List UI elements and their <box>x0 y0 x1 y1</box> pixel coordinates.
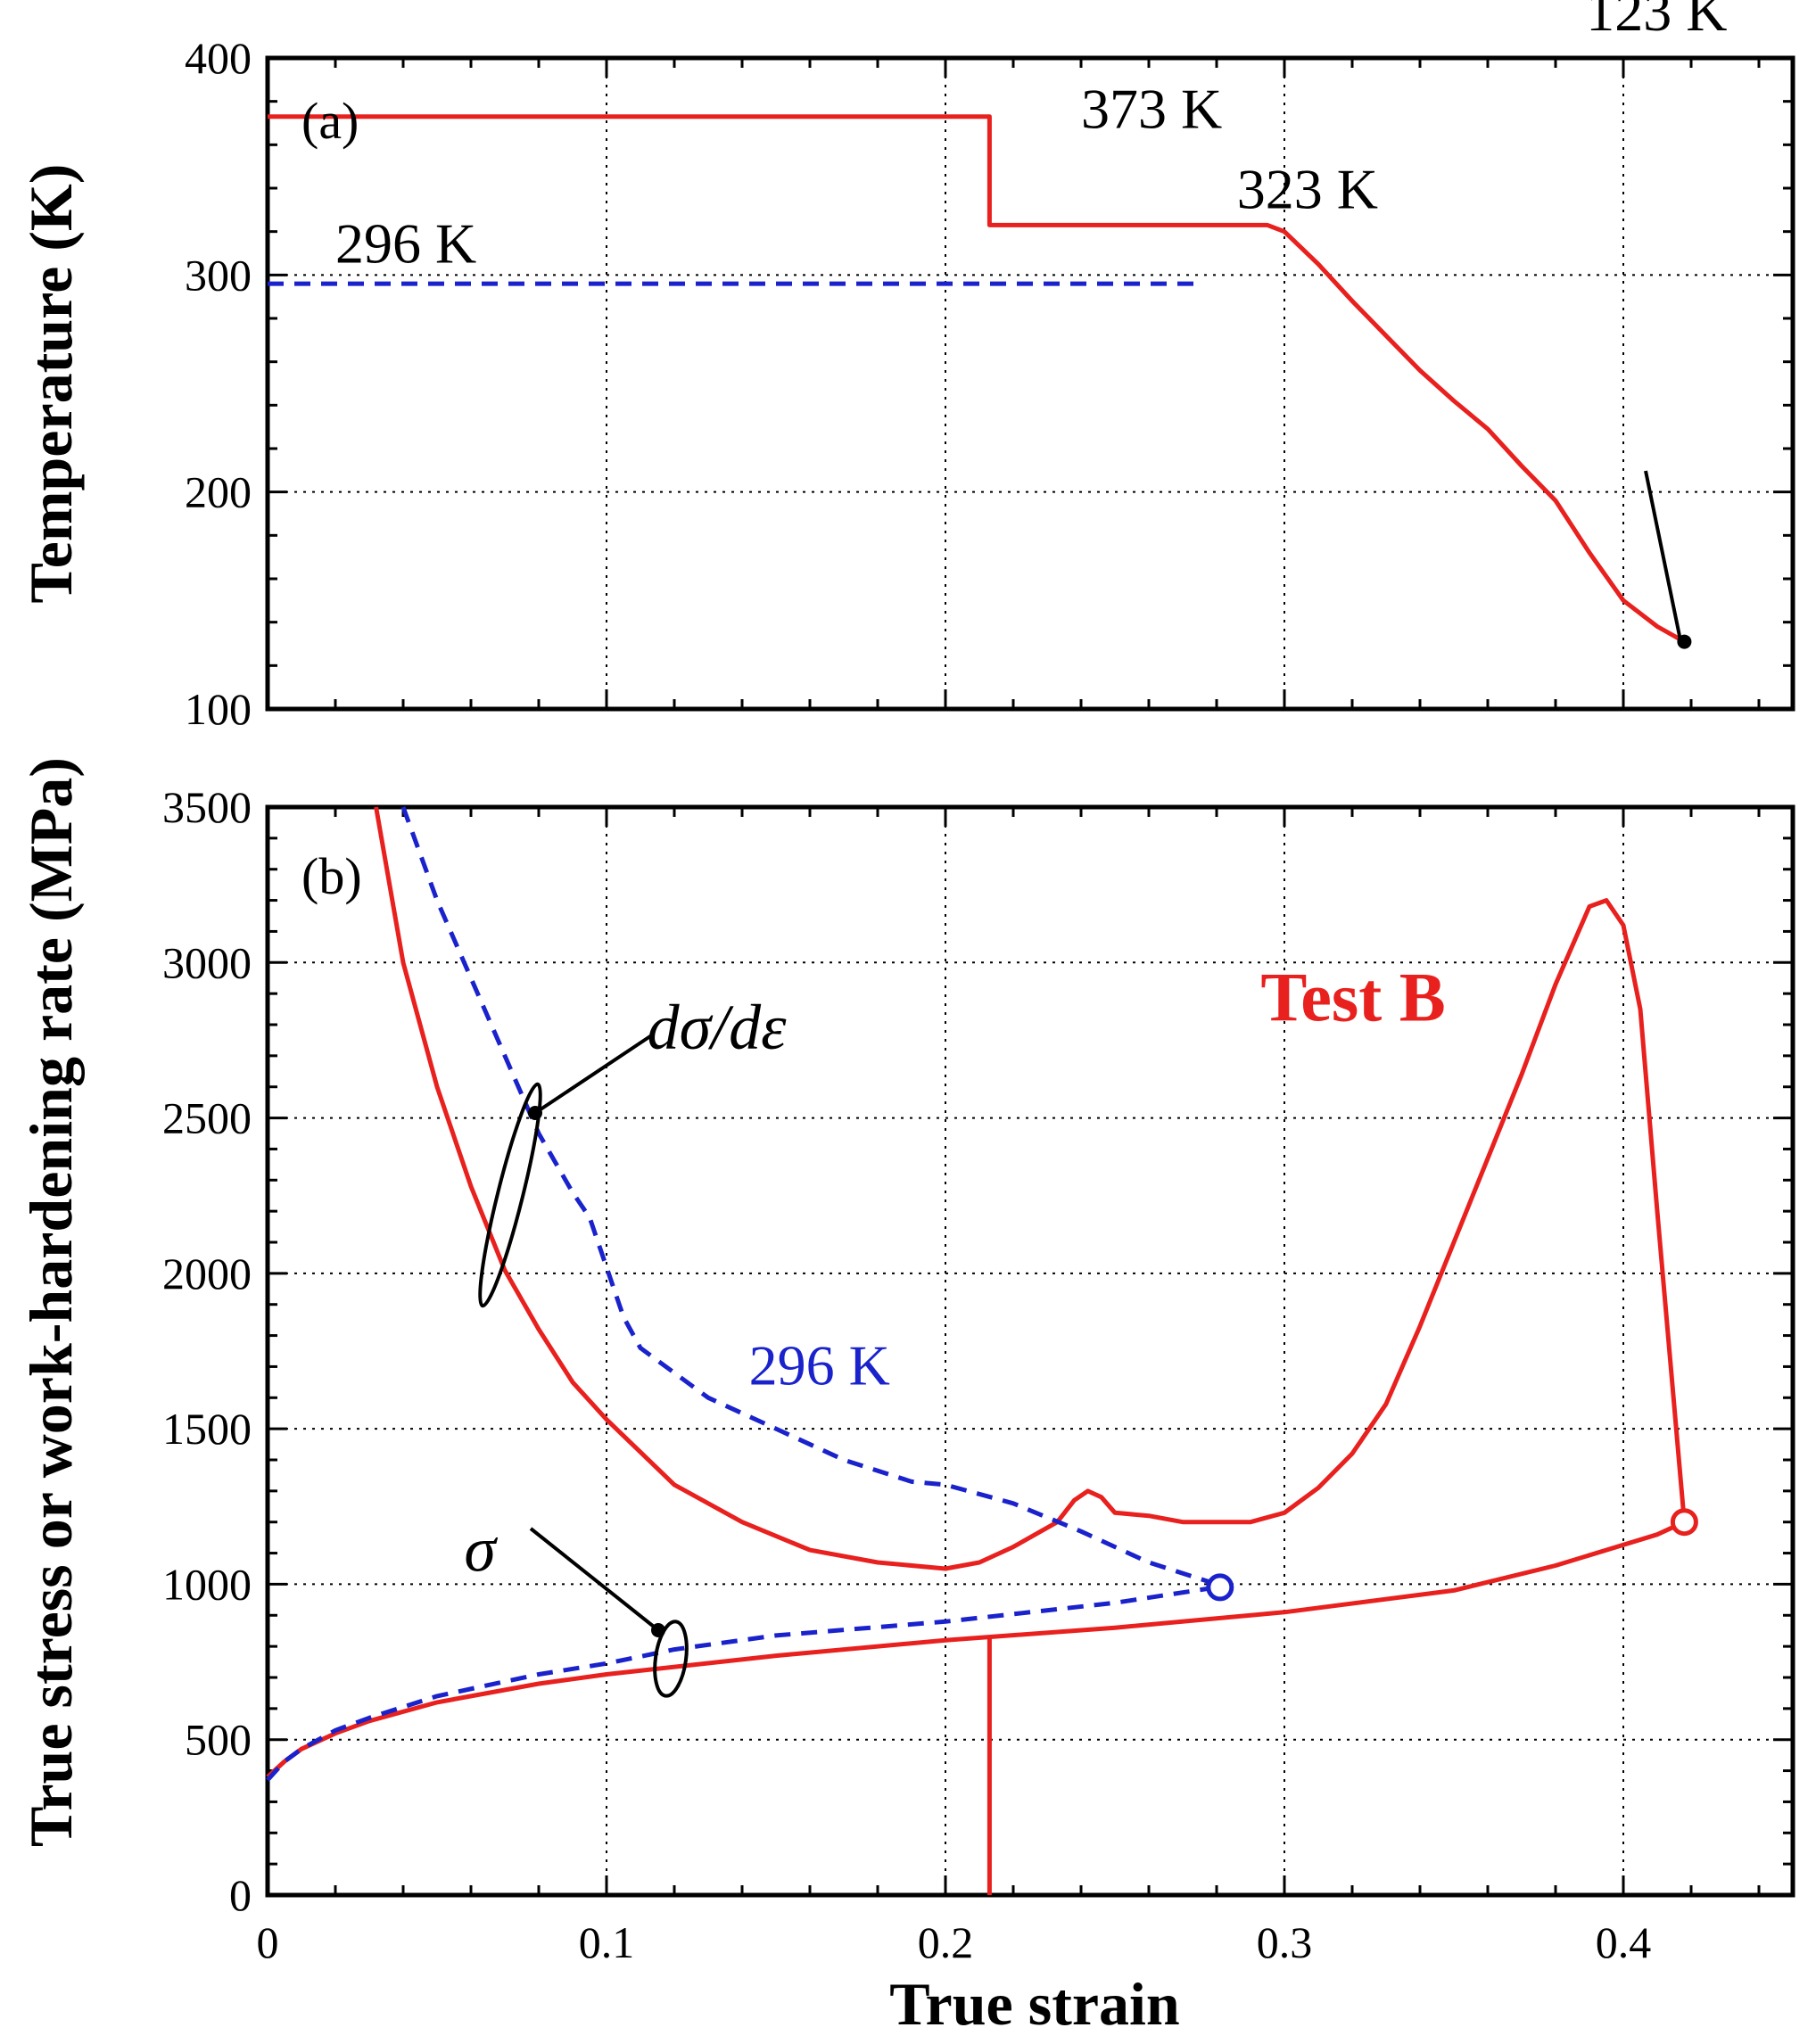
annotation-296-k: 296 K <box>749 1333 890 1397</box>
panel-b-annotations: dσ/dε σ 296 K Test B <box>464 959 1445 1586</box>
x-tick-label: 0.3 <box>1257 1917 1313 1967</box>
annotation-d-d: dσ/dε <box>648 992 788 1063</box>
panel-a-series <box>268 114 1692 649</box>
panel-b-x-tick-labels: 0 0.1 0.2 0.3 0.4 <box>257 1917 1652 1967</box>
leader-dsde-dot <box>528 1106 542 1120</box>
panel-b-leader-lines <box>478 1033 689 1698</box>
y-tick-label: 100 <box>185 684 252 734</box>
x-tick-label: 0.2 <box>918 1917 974 1967</box>
panel-b-y-axis-title: True stress or work-hardening rate (MPa) <box>17 757 85 1847</box>
y-tick-label: 500 <box>185 1715 252 1765</box>
panel-a-label: (a) <box>301 92 359 150</box>
panel-a-y-axis-title: Temperature (K) <box>17 164 85 604</box>
leader-sigma-dot <box>651 1623 665 1637</box>
panel-b-ticks <box>266 805 1793 1897</box>
annotation-373-k: 373 K <box>1081 77 1222 140</box>
y-tick-label: 200 <box>185 467 252 517</box>
panel-a-grid <box>268 58 1793 709</box>
series-test-b-d-d <box>374 806 1687 1571</box>
panel-a-frame <box>265 55 1795 712</box>
x-tick-label: 0 <box>257 1917 279 1967</box>
annotation-: σ <box>464 1514 498 1586</box>
dsde-bracket-ellipse <box>478 1082 542 1308</box>
panel-a-ticks <box>266 56 1793 711</box>
panel-a-y-tick-labels: 100 200 300 400 <box>185 33 252 734</box>
sigma-bracket-ellipse <box>653 1620 689 1698</box>
y-tick-label: 0 <box>229 1870 252 1920</box>
y-tick-label: 3500 <box>162 782 252 832</box>
panel-b-label: (b) <box>301 847 362 905</box>
annotation-296-k: 296 K <box>335 211 476 275</box>
series-test-b <box>268 114 1686 644</box>
series-296-k-d-d <box>400 806 1218 1587</box>
x-tick-label: 0.4 <box>1596 1917 1652 1967</box>
endpoint-marker <box>1206 1573 1234 1602</box>
leader-sigma <box>529 1527 660 1632</box>
x-tick-label: 0.1 <box>579 1917 635 1967</box>
y-tick-label: 2500 <box>162 1093 252 1143</box>
panel-b-grid <box>268 807 1793 1895</box>
y-tick-label: 2000 <box>162 1249 252 1298</box>
y-tick-label: 3000 <box>162 937 252 987</box>
y-tick-label: 1500 <box>162 1404 252 1454</box>
panel-b-frame <box>265 804 1795 1898</box>
y-tick-label: 1000 <box>162 1559 252 1609</box>
leader-dsde <box>533 1033 655 1115</box>
leader-123k <box>1644 470 1682 641</box>
endpoint-marker <box>1670 1508 1698 1537</box>
annotation-123-k: 123 K <box>1586 0 1727 43</box>
y-tick-label: 300 <box>185 250 252 300</box>
series-296-k <box>266 1585 1218 1782</box>
y-tick-label: 400 <box>185 33 252 83</box>
panel-b-series <box>266 806 1698 1895</box>
annotation-test-b: Test B <box>1260 959 1445 1036</box>
x-axis-title: True strain <box>889 1970 1180 2038</box>
panel-b-y-tick-labels: 0 500 1000 1500 2000 2500 3000 3500 <box>162 782 252 1920</box>
annotation-323-k: 323 K <box>1237 157 1378 220</box>
